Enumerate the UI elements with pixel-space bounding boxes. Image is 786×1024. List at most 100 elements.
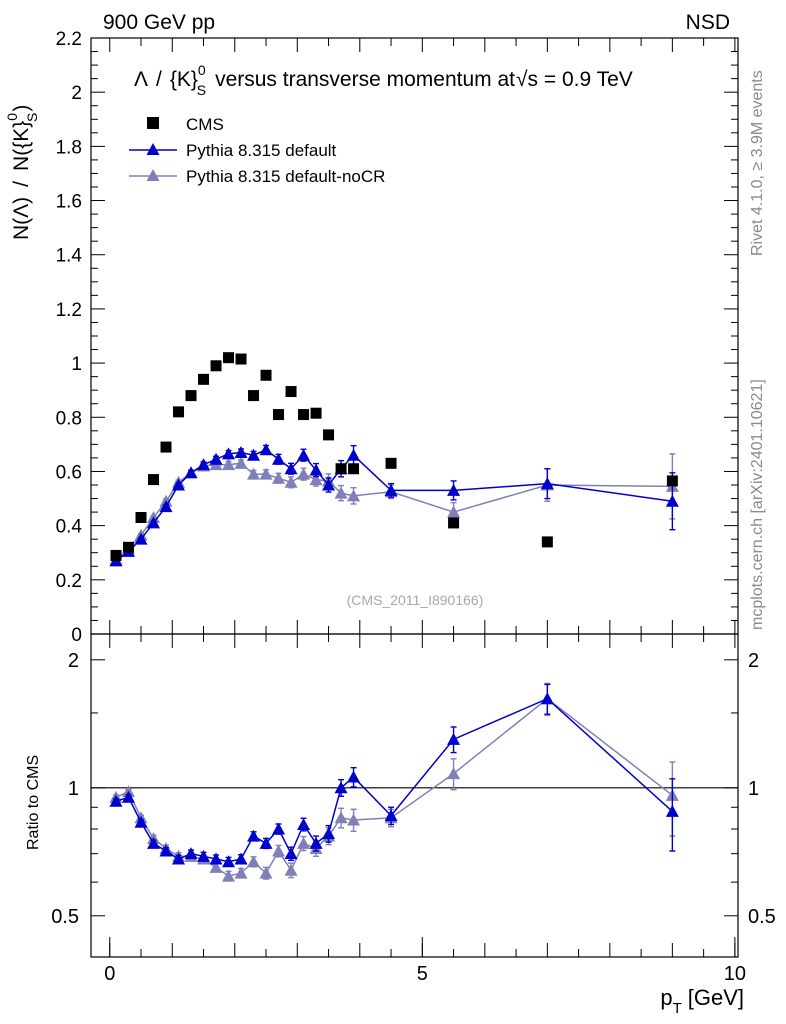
main-marker-default <box>309 463 323 476</box>
main-marker-default <box>159 500 173 513</box>
main-marker-default <box>184 466 198 479</box>
main-marker-nocr <box>272 471 286 484</box>
ratio-marker-default <box>334 781 348 794</box>
cms-data-point <box>285 386 297 398</box>
title-sep: / <box>156 68 162 91</box>
ratio-marker-nocr <box>347 813 361 826</box>
title-rest: versus transverse momentum at <box>215 68 515 91</box>
ratio-marker-nocr <box>209 860 223 873</box>
ratio-marker-default <box>197 849 211 862</box>
main-marker-nocr <box>222 458 236 471</box>
main-marker-nocr <box>234 456 248 469</box>
ratio-ytick-label-right: 1 <box>748 778 759 800</box>
xlabel-main: p <box>660 985 672 1010</box>
main-marker-default <box>665 494 679 507</box>
ratio-marker-default <box>259 836 273 849</box>
legend-nocr-label: Pythia 8.315 default-noCR <box>186 167 385 186</box>
ratio-marker-default <box>222 855 236 868</box>
main-marker-default <box>322 478 336 491</box>
ratio-ytick-label-right: 0.5 <box>748 906 776 928</box>
cms-data-point <box>260 369 272 381</box>
ylabel-sep: / <box>10 181 33 187</box>
cms-data-point <box>160 441 172 453</box>
main-marker-default <box>540 477 554 490</box>
legend-cms-label: CMS <box>186 115 224 134</box>
ratio-xtick-label: 0 <box>104 963 115 985</box>
ratio-marker-default <box>134 815 148 828</box>
main-ytick-label: 1.8 <box>56 137 82 158</box>
main-marker-nocr <box>447 505 461 518</box>
main-marker-default <box>247 448 261 461</box>
ratio-xtick-label: 5 <box>417 963 428 985</box>
ratio-series-layer <box>109 682 679 882</box>
cms-data-point <box>223 352 235 364</box>
ratio-marker-default <box>122 790 136 803</box>
main-marker-nocr <box>259 467 273 480</box>
legend-default-label: Pythia 8.315 default <box>186 141 337 160</box>
main-marker-default <box>134 532 148 545</box>
cms-data-point <box>123 541 135 553</box>
ratio-marker-default <box>209 852 223 865</box>
x-axis-label: pT [GeV] <box>660 985 744 1017</box>
ratio-marker-default <box>347 770 361 783</box>
ylabel-left: N(Λ) <box>10 197 33 240</box>
ratio-marker-nocr <box>297 836 311 849</box>
main-series-layer <box>109 352 679 567</box>
cms-data-point <box>198 373 210 385</box>
legend: CMS Pythia 8.315 default Pythia 8.315 de… <box>129 115 385 186</box>
ratio-marker-default <box>184 847 198 860</box>
xlabel-sub: T <box>673 1000 682 1017</box>
main-marker-default <box>447 483 461 496</box>
xlabel-unit: [GeV] <box>688 985 744 1010</box>
main-ytick-label: 1 <box>71 354 82 375</box>
side-label-mcplots: mcplots.cern.ch [arXiv:2401.10621] <box>749 379 766 630</box>
ratio-marker-default <box>297 817 311 830</box>
series-line-nocr <box>115 462 673 561</box>
main-marker-nocr <box>284 475 298 488</box>
main-marker-default <box>172 478 186 491</box>
header-left: 900 GeV pp <box>103 11 215 34</box>
cms-data-point <box>135 512 147 524</box>
main-axis-ticks: 0 0.2 0.4 0.6 0.8 1 1.2 1.4 1.6 1.8 2 2.2 <box>56 29 738 646</box>
title-ksup: 0 <box>198 62 206 78</box>
y-axis-label-main: N(Λ) / N({K}0 S) <box>4 105 40 240</box>
ratio-marker-default <box>172 852 186 865</box>
ratio-ytick-label: 2 <box>68 650 79 672</box>
title-sqrt-s: √s = 0.9 TeV <box>516 68 633 91</box>
ratio-marker-nocr <box>247 855 261 868</box>
ratio-line-default <box>115 697 673 863</box>
main-marker-default <box>384 483 398 496</box>
legend-nocr-marker <box>146 169 160 181</box>
ratio-ytick-label-right: 2 <box>748 650 759 672</box>
title-lambda: Λ <box>134 68 148 91</box>
cms-data-point <box>110 549 122 561</box>
ylabel-close: ) <box>10 105 33 112</box>
header-right: NSD <box>686 11 730 34</box>
main-marker-default <box>272 452 286 465</box>
cms-data-point <box>348 463 360 475</box>
main-ytick-label: 2 <box>71 83 82 104</box>
ratio-frame <box>90 633 739 958</box>
cms-data-point <box>310 407 322 419</box>
ratio-marker-default <box>159 844 173 857</box>
cms-data-point <box>448 517 460 529</box>
title-ksub: S <box>197 82 206 98</box>
ylabel-right: N({K} <box>10 121 33 171</box>
ratio-ytick-label: 1 <box>68 778 79 800</box>
ratio-marker-default <box>234 852 248 865</box>
cms-data-point <box>148 474 160 486</box>
main-ytick-label: 0.4 <box>56 517 83 538</box>
main-marker-nocr <box>247 467 261 480</box>
cms-data-point <box>335 463 347 475</box>
main-marker-default <box>147 516 161 529</box>
main-ytick-label: 0.8 <box>56 408 82 429</box>
main-marker-default <box>284 462 298 475</box>
main-ytick-label: 0 <box>71 625 82 646</box>
ratio-marker-default <box>284 847 298 860</box>
ylabel-sub: S <box>24 113 40 122</box>
ratio-marker-default <box>384 809 398 822</box>
main-marker-default <box>259 443 273 456</box>
main-ytick-label: 1.2 <box>56 300 82 321</box>
ratio-marker-nocr <box>284 863 298 876</box>
